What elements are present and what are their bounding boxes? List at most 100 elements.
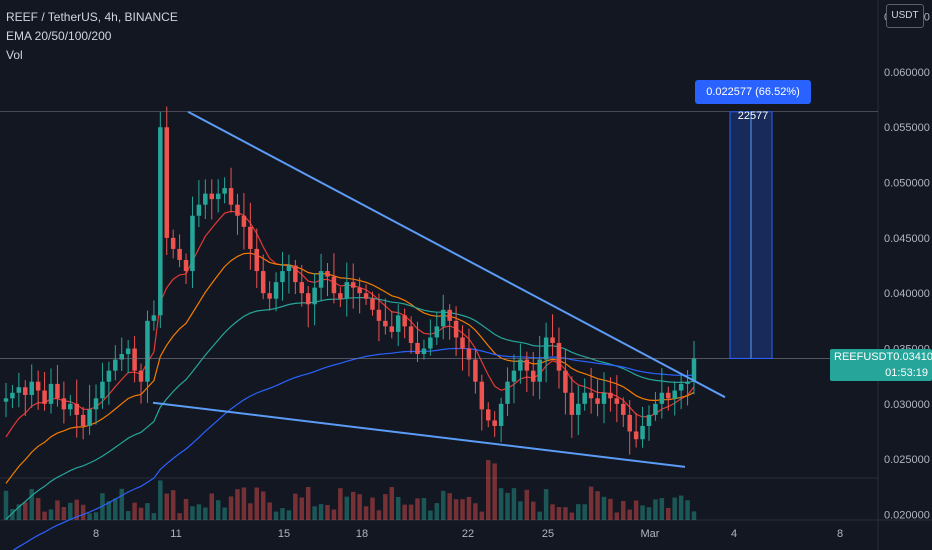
volume-bar	[691, 511, 697, 520]
candle-body	[113, 359, 118, 371]
volume-bar	[421, 498, 427, 520]
y-tick-label: 0.055000	[884, 122, 930, 134]
candle-body	[653, 403, 658, 415]
candle-body	[42, 390, 47, 404]
ema50-line	[5, 252, 695, 484]
candle-body	[228, 188, 234, 205]
volume-bar	[254, 487, 260, 520]
volume-bar	[113, 498, 118, 520]
volume-bar	[132, 502, 137, 520]
volume-bar	[479, 511, 485, 520]
bar-countdown: 01:53:19	[885, 367, 928, 379]
candle-body	[331, 276, 337, 294]
candle-body	[576, 403, 581, 415]
volume-bar	[93, 512, 99, 520]
y-tick-label: 0.040000	[884, 288, 930, 300]
candle-body	[293, 265, 298, 283]
candle-body	[273, 282, 279, 299]
volume-bar	[145, 503, 150, 520]
candle-body	[68, 403, 73, 410]
volume-bar	[203, 507, 208, 520]
candle-body	[440, 309, 446, 327]
volume-bar	[518, 501, 523, 520]
volume-bar	[389, 487, 395, 520]
candle-body	[434, 326, 440, 338]
volume-bar	[74, 499, 79, 520]
currency-badge[interactable]: USDT	[886, 4, 924, 28]
volume-bar	[447, 493, 452, 520]
candle-body	[498, 403, 504, 426]
volume-indicator-label[interactable]: Vol	[6, 48, 23, 62]
volume-bar	[80, 504, 86, 520]
candle-body	[312, 287, 317, 305]
volume-bar	[550, 504, 555, 520]
candle-body	[132, 348, 137, 371]
candle-body	[582, 392, 587, 404]
volume-bar	[183, 498, 189, 520]
candle-body	[87, 409, 92, 426]
volume-bar	[190, 506, 195, 520]
volume-bar	[138, 507, 144, 520]
volume-bar	[666, 507, 671, 520]
volume-bar	[376, 510, 382, 520]
ema-indicator-label[interactable]: EMA 20/50/100/200	[6, 29, 112, 43]
candle-body	[222, 188, 227, 194]
candle-body	[305, 293, 311, 305]
volume-bar	[235, 489, 240, 520]
candle-body	[569, 392, 575, 415]
volume-bar	[222, 507, 227, 520]
volume-bar	[16, 504, 22, 520]
candle-body	[563, 370, 568, 393]
candle-body	[100, 381, 105, 399]
volume-bar	[408, 504, 414, 520]
candle-body	[428, 337, 433, 349]
volume-bar	[473, 503, 478, 520]
volume-bar	[646, 507, 652, 520]
candle-body	[318, 271, 324, 288]
volume-bar	[621, 501, 626, 520]
volume-bar	[286, 510, 292, 520]
volume-bar	[492, 463, 497, 520]
candle-body	[248, 226, 253, 249]
x-tick-label: 15	[278, 528, 290, 540]
candle-body	[158, 127, 163, 316]
candle-body	[338, 293, 343, 299]
x-tick-label: 4	[731, 528, 737, 540]
x-tick-label: 11	[170, 528, 181, 540]
candle-body	[556, 342, 562, 371]
volume-bar	[582, 504, 587, 520]
candle-body	[453, 320, 459, 338]
volume-bar	[29, 488, 34, 520]
volume-bar	[614, 512, 620, 520]
volume-bar	[601, 496, 607, 520]
volume-bar	[678, 495, 684, 520]
volume-bar	[576, 504, 581, 520]
volume-bar	[350, 491, 356, 520]
volume-bar	[511, 488, 517, 520]
candle-body	[61, 398, 67, 410]
volume-bar	[151, 513, 157, 520]
candle-body	[93, 398, 99, 410]
volume-bar	[466, 496, 472, 520]
candle-body	[125, 348, 131, 355]
volume-bar	[42, 511, 47, 520]
volume-bar	[106, 501, 112, 520]
volume-bar	[280, 508, 285, 520]
candle-body	[235, 204, 240, 216]
volume-bar	[305, 486, 311, 520]
volume-bar	[267, 502, 272, 520]
candle-body	[35, 381, 41, 391]
symbol-title[interactable]: REEF / TetherUS, 4h, BINANCE	[6, 10, 178, 24]
volume-bar	[325, 505, 330, 520]
candle-body	[325, 271, 330, 277]
volume-bar	[363, 506, 369, 520]
candle-body	[363, 293, 369, 299]
volume-bar	[428, 510, 433, 520]
candle-body	[260, 271, 266, 294]
volume-bar	[119, 488, 124, 520]
candle-body	[646, 414, 652, 426]
candle-body	[633, 431, 639, 440]
candle-body	[595, 398, 600, 404]
candle-body	[614, 398, 620, 404]
volume-bar	[537, 511, 542, 520]
